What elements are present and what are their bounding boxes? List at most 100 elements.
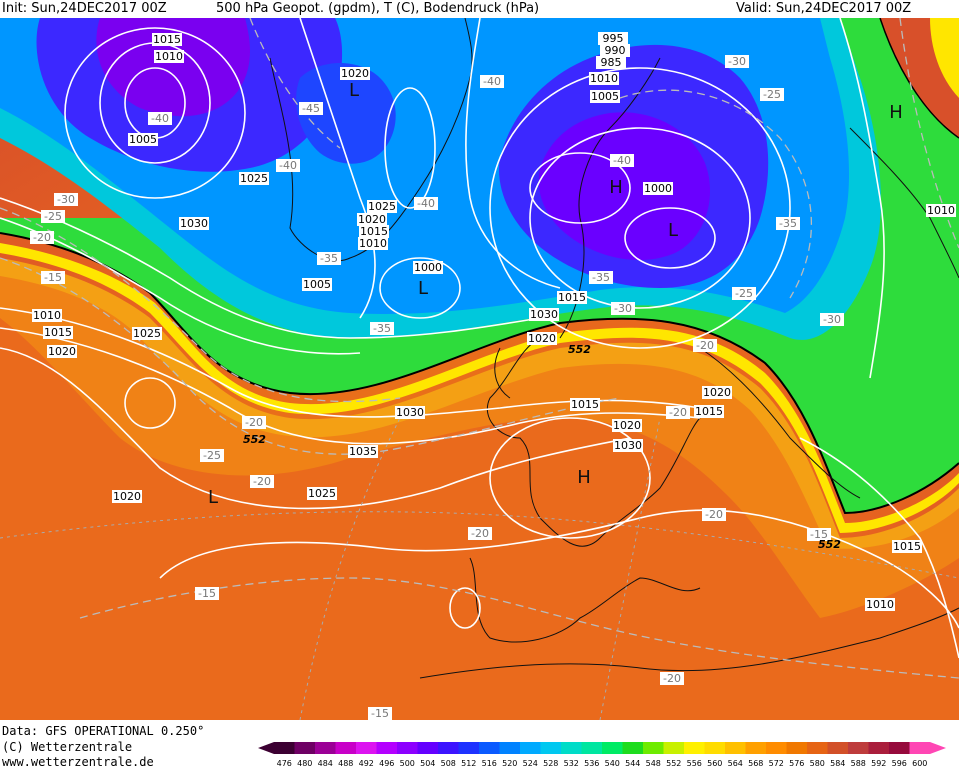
temperature-label: -15 bbox=[41, 271, 65, 284]
legend-tick-label: 560 bbox=[707, 759, 722, 768]
pressure-label: 1030 bbox=[395, 406, 425, 419]
svg-text:985: 985 bbox=[601, 56, 622, 69]
contour-552-label-central: 552 bbox=[568, 343, 591, 356]
legend-tick-label: 480 bbox=[297, 759, 312, 768]
pressure-label: 1020 bbox=[357, 213, 387, 226]
temperature-label: -40 bbox=[480, 75, 504, 88]
svg-text:1015: 1015 bbox=[695, 405, 723, 418]
legend-swatch bbox=[581, 742, 602, 754]
pressure-label: 1015 bbox=[152, 33, 182, 46]
geopot-552-contour bbox=[0, 232, 959, 515]
temperature-label: -40 bbox=[610, 154, 634, 167]
pressure-label: 1020 bbox=[612, 419, 642, 432]
legend-swatch bbox=[663, 742, 684, 754]
temperature-label: -30 bbox=[54, 193, 78, 206]
legend-swatch bbox=[745, 742, 766, 754]
pressure-label: 1020 bbox=[702, 386, 732, 399]
svg-text:-35: -35 bbox=[320, 252, 338, 265]
legend-swatch bbox=[622, 742, 643, 754]
temperature-label: -30 bbox=[820, 313, 844, 326]
svg-text:-20: -20 bbox=[245, 416, 263, 429]
legend-swatch bbox=[458, 742, 479, 754]
legend-swatch bbox=[315, 742, 336, 754]
svg-text:1010: 1010 bbox=[155, 50, 183, 63]
svg-text:1025: 1025 bbox=[308, 487, 336, 500]
svg-text:1010: 1010 bbox=[33, 309, 61, 322]
svg-text:-40: -40 bbox=[417, 197, 435, 210]
legend-swatch bbox=[909, 742, 930, 754]
pressure-label: 1010 bbox=[865, 598, 895, 611]
pressure-label: 1020 bbox=[527, 332, 557, 345]
svg-text:-20: -20 bbox=[33, 231, 51, 244]
svg-text:-20: -20 bbox=[705, 508, 723, 521]
pressure-label: 1035 bbox=[348, 445, 378, 458]
svg-text:1025: 1025 bbox=[368, 200, 396, 213]
legend-arrow-left bbox=[258, 742, 274, 754]
svg-text:990: 990 bbox=[605, 44, 626, 57]
legend-tick-label: 516 bbox=[482, 759, 497, 768]
temperature-label: -25 bbox=[732, 287, 756, 300]
pressure-label: 1025 bbox=[132, 327, 162, 340]
legend-swatch bbox=[438, 742, 459, 754]
svg-text:1010: 1010 bbox=[866, 598, 894, 611]
svg-text:1015: 1015 bbox=[44, 326, 72, 339]
high-pressure-marker: H bbox=[889, 102, 903, 123]
chart-title: 500 hPa Geopot. (gpdm), T (C), Bodendruc… bbox=[216, 1, 540, 16]
svg-text:1015: 1015 bbox=[153, 33, 181, 46]
svg-text:1010: 1010 bbox=[927, 204, 955, 217]
legend-tick-label: 476 bbox=[277, 759, 292, 768]
svg-text:-15: -15 bbox=[198, 587, 216, 600]
pressure-label: 1000 bbox=[643, 182, 673, 195]
pressure-label: 1015 bbox=[694, 405, 724, 418]
legend-swatch bbox=[848, 742, 869, 754]
svg-text:-15: -15 bbox=[371, 707, 389, 720]
temperature-label: -20 bbox=[660, 672, 684, 685]
svg-text:1020: 1020 bbox=[48, 345, 76, 358]
legend-tick-label: 568 bbox=[748, 759, 763, 768]
svg-text:1010: 1010 bbox=[590, 72, 618, 85]
svg-text:1030: 1030 bbox=[180, 217, 208, 230]
legend-tick-label: 564 bbox=[728, 759, 743, 768]
legend-tick-label: 556 bbox=[687, 759, 702, 768]
pressure-label: 995 bbox=[598, 32, 628, 45]
svg-text:-25: -25 bbox=[203, 449, 221, 462]
svg-text:1030: 1030 bbox=[530, 308, 558, 321]
legend-tick-label: 548 bbox=[646, 759, 661, 768]
legend-swatch bbox=[356, 742, 377, 754]
svg-text:1015: 1015 bbox=[893, 540, 921, 553]
temperature-label: -40 bbox=[148, 112, 172, 125]
legend-tick-label: 552 bbox=[666, 759, 681, 768]
svg-text:-40: -40 bbox=[279, 159, 297, 172]
high-pressure-marker: H bbox=[609, 177, 623, 198]
temperature-label: -35 bbox=[370, 322, 394, 335]
legend-tick-label: 484 bbox=[318, 759, 333, 768]
temperature-label: -35 bbox=[589, 271, 613, 284]
isobars bbox=[0, 18, 959, 659]
svg-text:1030: 1030 bbox=[396, 406, 424, 419]
temperature-label: -20 bbox=[468, 527, 492, 540]
svg-text:-30: -30 bbox=[728, 55, 746, 68]
svg-text:1020: 1020 bbox=[358, 213, 386, 226]
website: www.wetterzentrale.de bbox=[2, 755, 154, 769]
pressure-label: 1020 bbox=[47, 345, 77, 358]
pressure-label: 1025 bbox=[367, 200, 397, 213]
svg-text:1005: 1005 bbox=[129, 133, 157, 146]
temperature-label: -40 bbox=[276, 159, 300, 172]
violet-region-west bbox=[96, 18, 250, 117]
svg-text:1030: 1030 bbox=[614, 439, 642, 452]
svg-text:1015: 1015 bbox=[558, 291, 586, 304]
legend-swatch bbox=[397, 742, 418, 754]
contour-552-label-west: 552 bbox=[243, 433, 266, 446]
svg-text:1020: 1020 bbox=[341, 67, 369, 80]
legend-swatch bbox=[684, 742, 705, 754]
weather-map: 1015101010051020102510301025102010151010… bbox=[0, 18, 959, 720]
temperature-label: -45 bbox=[299, 102, 323, 115]
svg-text:-20: -20 bbox=[253, 475, 271, 488]
pressure-label: 1005 bbox=[302, 278, 332, 291]
svg-text:1000: 1000 bbox=[414, 261, 442, 274]
init-time: Init: Sun,24DEC2017 00Z bbox=[2, 1, 167, 16]
pressure-label: 1015 bbox=[570, 398, 600, 411]
legend-swatch bbox=[704, 742, 725, 754]
svg-text:1025: 1025 bbox=[240, 172, 268, 185]
pressure-system-markers: H H H L L L L bbox=[208, 80, 903, 508]
